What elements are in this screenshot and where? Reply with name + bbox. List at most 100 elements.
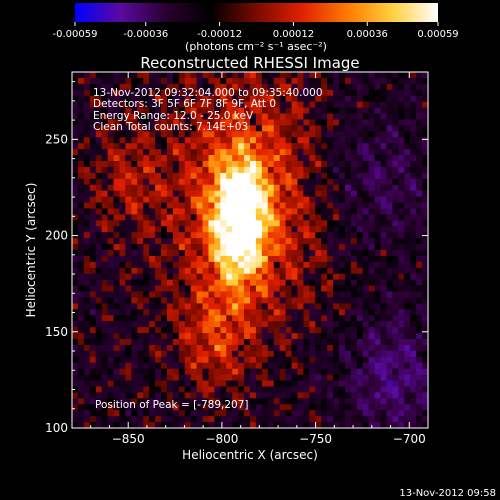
heatmap-cell [339,149,346,156]
heatmap-cell [279,321,286,328]
heatmap-cell [238,232,245,239]
heatmap-cell [356,172,364,180]
heatmap-cell [143,107,150,114]
heatmap-cell [89,422,97,428]
heatmap-cell [131,196,138,203]
heatmap-cell [398,392,405,399]
heatmap-cell [220,149,227,156]
heatmap-cell [125,386,132,393]
heatmap-cell [309,362,316,370]
heatmap-cell [392,101,399,108]
heatmap-cell [250,309,257,316]
heatmap-cell [380,350,387,358]
heatmap-cell [279,255,286,263]
heatmap-cell [196,339,203,346]
heatmap-cell [267,196,275,203]
heatmap-cell [410,368,417,375]
heatmap-cell [119,172,126,180]
heatmap-cell [155,149,162,156]
heatmap-cell [244,344,251,352]
heatmap-cell [166,77,174,85]
heatmap-cell [178,404,186,411]
heatmap-cell [327,172,334,180]
heatmap-cell [166,172,174,180]
heatmap-cell [416,291,423,298]
heatmap-cell [374,386,381,393]
heatmap-cell [344,315,352,322]
heatmap-cell [137,392,144,399]
heatmap-cell [404,125,411,132]
heatmap-cell [321,149,328,156]
heatmap-cell [143,196,150,203]
heatmap-cell [350,166,358,174]
heatmap-cell [131,184,138,192]
heatmap-cell [291,238,298,245]
heatmap-cell [279,333,286,340]
heatmap-cell [380,410,387,417]
heatmap-cell [107,184,114,192]
heatmap-cell [232,143,239,150]
heatmap-cell [303,315,310,322]
heatmap-cell [315,386,322,393]
heatmap-cell [95,131,103,138]
heatmap-cell [244,113,251,120]
heatmap-cell [321,285,328,292]
heatmap-cell [273,125,281,132]
heatmap-cell [380,172,387,180]
heatmap-cell [161,303,168,310]
heatmap-cell [155,143,162,150]
heatmap-cell [333,422,340,428]
heatmap-cell [398,238,405,245]
heatmap-cell [196,404,203,411]
heatmap-cell [362,77,370,85]
heatmap-cell [344,261,352,269]
heatmap-cell [273,178,281,186]
heatmap-cell [344,392,352,399]
heatmap-cell [190,279,197,286]
heatmap-cell [344,72,352,79]
heatmap-cell [196,410,203,417]
heatmap-cell [137,95,144,103]
heatmap-cell [386,202,393,209]
heatmap-cell [273,356,281,364]
heatmap-cell [125,416,132,423]
heatmap-cell [95,410,103,417]
heatmap-cell [172,356,180,364]
heatmap-cell [238,190,245,197]
heatmap-cell [232,333,239,340]
heatmap-cell [344,137,352,144]
heatmap-cell [184,107,192,114]
heatmap-cell [368,261,375,269]
heatmap-cell [273,89,281,97]
heatmap-cell [119,422,126,428]
heatmap-cell [184,321,192,328]
heatmap-cell [190,261,197,269]
heatmap-cell [125,267,132,275]
heatmap-cell [422,178,428,186]
heatmap-cell [309,178,316,186]
heatmap-cell [422,101,428,108]
heatmap-cell [380,309,387,316]
heatmap-cell [89,291,97,298]
heatmap-cell [291,315,298,322]
heatmap-cell [95,291,103,298]
heatmap-cell [261,232,269,239]
heatmap-cell [279,196,286,203]
heatmap-cell [422,184,428,192]
heatmap-cell [238,327,245,334]
heatmap-cell [208,350,215,358]
heatmap-cell [149,238,156,245]
heatmap-cell [131,362,138,370]
heatmap-cell [95,339,103,346]
heatmap-cell [362,398,370,405]
heatmap-cell [208,356,215,364]
heatmap-cell [137,309,144,316]
heatmap-cell [214,95,221,103]
heatmap-cell [190,232,197,239]
heatmap-cell [166,214,174,221]
heatmap-cell [244,404,251,411]
heatmap-cell [172,315,180,322]
heatmap-cell [149,166,156,174]
heatmap-cell [184,208,192,215]
heatmap-cell [125,398,132,405]
